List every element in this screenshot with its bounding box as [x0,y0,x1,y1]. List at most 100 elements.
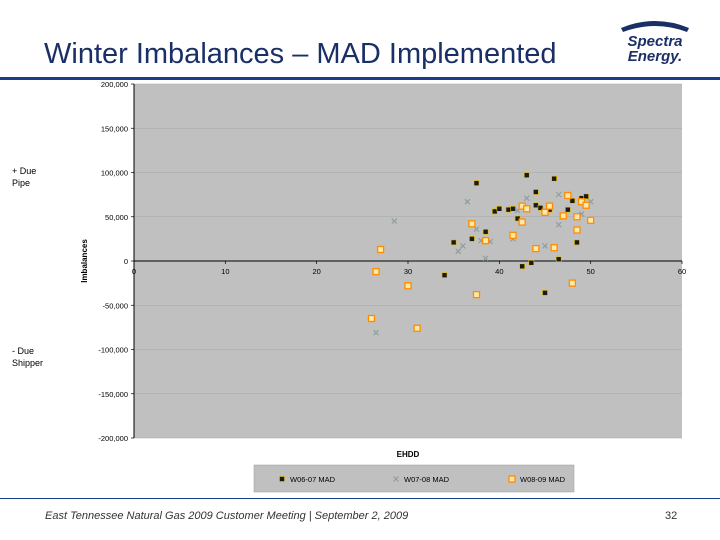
data-point [464,198,471,205]
x-axis-title: EHDD [397,450,420,459]
data-point [482,228,489,235]
series-3 [367,191,595,332]
data-point [509,231,517,239]
data-point [565,206,571,213]
y-tick-label: 100,000 [101,169,128,178]
y-axis-ticks: -200,000 -150,000 -100,000 -50,000 0 50,000 10… [98,80,134,443]
data-point [537,205,544,211]
data-point [518,218,526,226]
data-point [555,221,562,228]
data-point [404,282,412,290]
due-shipper-label-line2: Shipper [12,358,44,368]
x-tick-label: 20 [312,267,320,276]
y-tick-label: 0 [124,257,128,266]
data-point [459,243,466,249]
data-point [491,208,498,215]
spectra-energy-logo: Spectra Energy. [621,21,689,65]
data-point [550,244,558,252]
legend-label: W06-07 MAD [290,475,336,484]
logo-line-2: Energy. [628,48,682,65]
data-point [505,206,512,213]
data-point [469,236,475,242]
y-tick-label: -150,000 [98,390,128,399]
data-point [564,191,572,200]
data-point [559,212,567,220]
data-point [413,324,421,332]
data-point [391,218,398,225]
x-tick-label: 40 [495,267,503,276]
header-divider [0,77,720,80]
legend-marker [393,476,399,482]
data-point [519,263,525,270]
data-point [569,198,576,204]
data-point [482,255,489,262]
data-point [532,244,540,253]
data-point [551,175,557,182]
legend-marker [508,475,516,483]
y-tick-label: 150,000 [101,124,128,133]
data-point [376,245,385,254]
y-tick-label: -100,000 [98,346,128,355]
page-number: 32 [665,510,678,522]
logo-line-1: Spectra [627,33,682,50]
data-point [582,201,590,209]
x-tick-label: 30 [404,267,412,276]
data-point [496,205,503,212]
due-shipper-label-line1: - Due [12,346,35,356]
data-point [541,208,549,216]
due-shipper-label: - Due Shipper [12,345,43,369]
data-point [573,226,581,234]
data-points [367,172,595,336]
data-point [441,272,448,278]
data-point [533,202,539,209]
legend-item-2: W07-08 MAD [393,475,450,484]
slide-header: Winter Imbalances – MAD Implemented Spec… [0,0,720,78]
data-point [587,216,595,224]
x-tick-label: 10 [221,267,229,276]
y-axis-title: Imbalances [80,239,89,283]
y-tick-label: -200,000 [98,434,128,443]
legend: W06-07 MAD W07-08 MAD W08-09 MAD [253,464,575,493]
data-point [372,267,380,276]
x-tick-label: 60 [678,267,686,276]
legend-box [253,464,575,493]
data-point [450,239,457,246]
data-point [481,236,490,245]
data-point [523,195,530,202]
data-point [455,248,462,255]
data-point [473,180,480,186]
data-point [528,259,535,266]
due-pipe-label-line2: Pipe [12,178,31,188]
legend-item-1: W06-07 MAD [279,475,336,484]
y-tick-label: 50,000 [105,213,128,222]
slide-title: Winter Imbalances – MAD Implemented [44,38,557,70]
y-tick-label: -50,000 [103,301,128,310]
data-point [574,239,580,246]
footer-text: East Tennessee Natural Gas 2009 Customer… [45,510,409,522]
legend-item-3: W08-09 MAD [508,475,566,484]
footer-divider [0,498,720,499]
due-pipe-label-line1: + Due [12,166,37,176]
data-point [555,191,562,198]
y-tick-label: 200,000 [101,80,128,89]
due-pipe-label: + Due Pipe [12,165,36,189]
legend-label: W07-08 MAD [404,475,450,484]
data-point [545,202,554,210]
legend-label: W08-09 MAD [520,475,566,484]
data-point [523,205,531,213]
data-point [373,329,379,336]
data-point [533,189,539,195]
x-tick-label: 50 [586,267,594,276]
data-point [542,243,548,249]
data-point [523,172,530,178]
data-point [583,193,589,200]
legend-marker [279,476,285,482]
data-point [367,314,376,323]
data-point [468,220,476,228]
data-point [555,256,562,263]
imbalance-scatter-chart: -200,000 -150,000 -100,000 -50,000 0 50,000 10… [80,80,686,493]
data-point [510,205,516,212]
data-point [573,213,581,221]
data-point [568,279,577,287]
data-point [472,290,481,299]
